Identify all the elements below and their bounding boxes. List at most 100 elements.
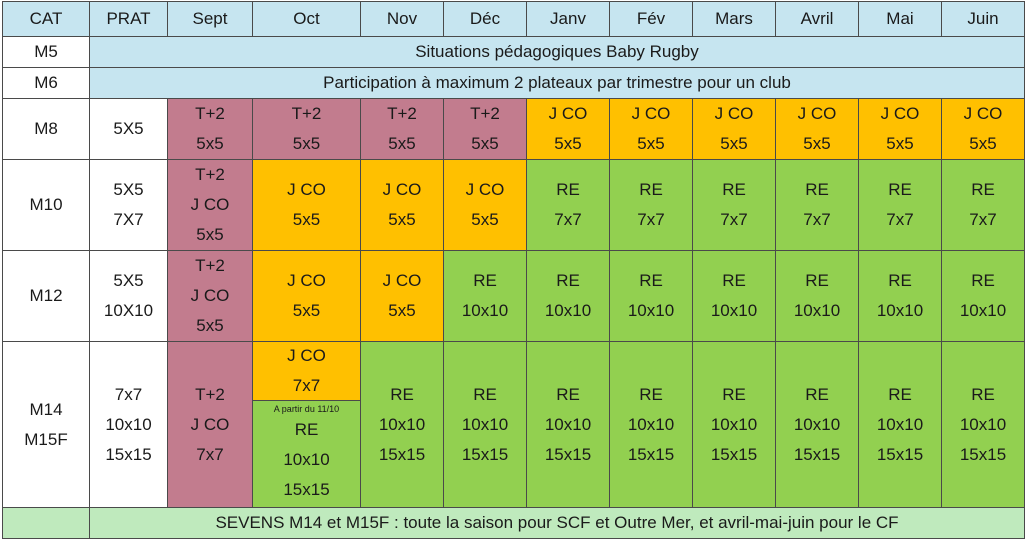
- month-cell: RE 10x10 15x15: [941, 341, 1025, 508]
- cell-line: 15x15: [283, 480, 330, 499]
- month-cell: T+2 5x5: [167, 98, 253, 160]
- cell-line: 5x5: [292, 134, 321, 153]
- cell-line: 5x5: [471, 134, 499, 153]
- cat-cell: M10: [2, 159, 90, 251]
- cat-cell: M12: [2, 250, 90, 342]
- row-m6: M6 Participation à maximum 2 plateaux pa…: [2, 67, 1025, 99]
- cell-line: J CO: [631, 104, 671, 123]
- span-cell: Situations pédagogiques Baby Rugby: [89, 36, 1025, 68]
- month-cell: RE 7x7: [609, 159, 693, 251]
- cell-line: 5x5: [292, 210, 321, 229]
- cell-line: J CO: [287, 271, 326, 290]
- cell-line: 10x10: [378, 414, 426, 434]
- month-cell: RE 10x10 15x15: [526, 341, 610, 508]
- cell-line: RE: [722, 384, 746, 404]
- cell-line: M15F: [24, 429, 68, 449]
- cell-line: J CO: [382, 271, 422, 290]
- cell-line: RE: [722, 271, 746, 290]
- cell-line: T+2: [387, 104, 417, 123]
- cell-line: RE: [888, 271, 912, 290]
- cell-line: RE: [722, 180, 746, 199]
- cell-line: 5x5: [388, 210, 416, 229]
- cell-line: RE: [556, 271, 580, 290]
- month-cell: RE 10x10: [526, 250, 610, 342]
- cell-line: 5x5: [388, 134, 416, 153]
- oct-split-cell: J CO 7x7 A partir du 11/10 RE 10x10 15x15: [252, 341, 361, 508]
- month-cell: J CO 5x5: [360, 159, 444, 251]
- header-oct: Oct: [252, 1, 361, 37]
- month-cell: RE 10x10 15x15: [858, 341, 942, 508]
- cell-line: 7x7: [969, 210, 997, 229]
- cell-line: M14: [29, 399, 63, 419]
- cell-line: 7x7: [637, 210, 665, 229]
- cell-line: 10x10: [544, 301, 592, 320]
- month-cell: RE 10x10 15x15: [775, 341, 859, 508]
- span-cell: Participation à maximum 2 plateaux par t…: [89, 67, 1025, 99]
- month-cell: RE 10x10 15x15: [443, 341, 527, 508]
- month-cell: RE 7x7: [526, 159, 610, 251]
- prat-cell: 5X5 10X10: [89, 250, 168, 342]
- cell-line: T+2: [470, 104, 500, 123]
- header-avril: Avril: [775, 1, 859, 37]
- cell-line: 10x10: [627, 301, 675, 320]
- cell-line: 5x5: [969, 134, 997, 153]
- month-cell: RE 7x7: [858, 159, 942, 251]
- cell-line: RE: [294, 420, 319, 439]
- cell-line: J CO: [714, 104, 754, 123]
- header-mai: Mai: [858, 1, 942, 37]
- cell-line: RE: [639, 180, 663, 199]
- cell-line: 5x5: [292, 301, 321, 320]
- month-cell: J CO 5x5: [252, 159, 361, 251]
- cell-line: 10x10: [461, 414, 509, 434]
- row-sevens: SEVENS M14 et M15F : toute la saison pou…: [2, 507, 1025, 539]
- month-cell: RE 10x10: [775, 250, 859, 342]
- cell-line: RE: [888, 384, 912, 404]
- month-cell: J CO 5x5: [443, 159, 527, 251]
- cell-line: T+2: [195, 256, 225, 275]
- cell-line: 5X5: [113, 180, 144, 199]
- month-cell: RE 10x10 15x15: [360, 341, 444, 508]
- row-m12: M12 5X5 10X10 T+2 J CO 5x5 J CO 5x5 J CO 5x5 RE 10x…: [2, 250, 1025, 342]
- month-cell: RE 10x10: [858, 250, 942, 342]
- cell-line: RE: [556, 180, 580, 199]
- cell-line: T+2: [291, 104, 322, 123]
- cell-line: 7x7: [886, 210, 914, 229]
- cell-line: 10x10: [876, 414, 924, 434]
- month-cell: T+2 J CO 5x5: [167, 250, 253, 342]
- cell-line: 5x5: [388, 301, 416, 320]
- cat-cell: M8: [2, 98, 90, 160]
- cell-line: 10X10: [103, 301, 154, 320]
- month-cell: RE 10x10: [941, 250, 1025, 342]
- cell-line: 5x5: [554, 134, 582, 153]
- header-nov: Nov: [360, 1, 444, 37]
- month-cell: T+2 J CO 5x5: [167, 159, 253, 251]
- cell-line: RE: [888, 180, 912, 199]
- cell-line: 15x15: [710, 444, 758, 464]
- cell-line: 5X5: [113, 119, 144, 138]
- header-prat: PRAT: [89, 1, 168, 37]
- cell-line: J CO: [548, 104, 588, 123]
- sevens-cell: SEVENS M14 et M15F : toute la saison pou…: [89, 507, 1025, 539]
- cell-line: J CO: [287, 346, 326, 365]
- month-cell: RE 10x10: [443, 250, 527, 342]
- cell-line: RE: [971, 271, 995, 290]
- cat-cell: M14 M15F: [2, 341, 90, 508]
- header-dec: Déc: [443, 1, 527, 37]
- prat-cell: 5X5: [89, 98, 168, 160]
- cell-line: 15x15: [876, 444, 924, 464]
- cell-line: 5x5: [196, 316, 224, 335]
- cell-line: 10x10: [105, 414, 152, 434]
- cat-cell: M6: [2, 67, 90, 99]
- cell-line: 10x10: [710, 301, 758, 320]
- cell-line: J CO: [963, 104, 1003, 123]
- oct-start-note: A partir du 11/10: [273, 404, 340, 414]
- month-cell: RE 7x7: [692, 159, 776, 251]
- cell-line: J CO: [287, 180, 326, 199]
- cell-line: RE: [473, 271, 497, 290]
- cell-line: T+2: [195, 104, 225, 123]
- cell-line: 7x7: [803, 210, 831, 229]
- cell-line: 15x15: [105, 444, 152, 464]
- header-janv: Janv: [526, 1, 610, 37]
- cell-line: RE: [390, 384, 414, 404]
- cell-line: T+2: [195, 384, 225, 404]
